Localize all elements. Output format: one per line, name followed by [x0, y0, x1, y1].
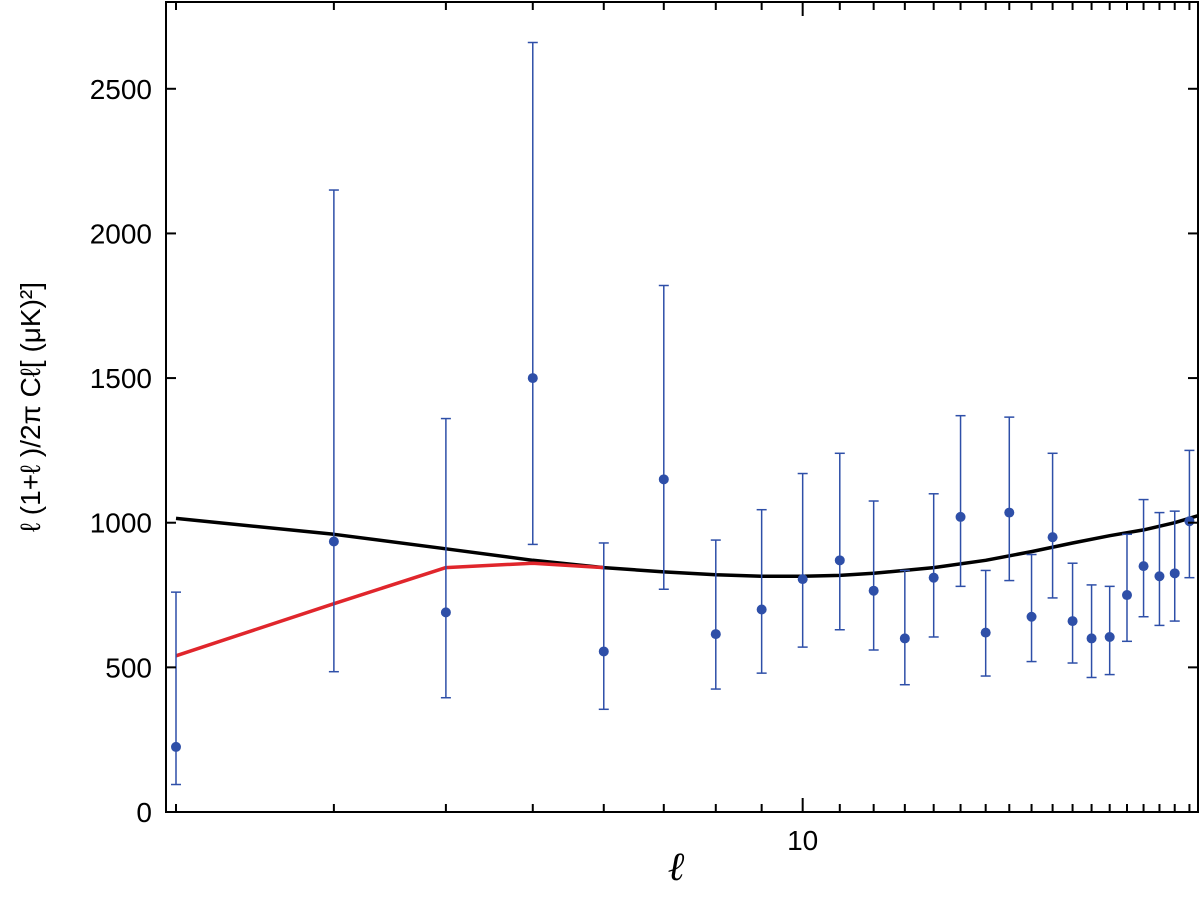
data-point	[1086, 633, 1097, 644]
data-point-group	[756, 508, 767, 674]
data-point	[756, 604, 767, 615]
data-point	[955, 511, 966, 522]
series-group	[171, 41, 1198, 786]
data-point	[1067, 616, 1078, 627]
y-tick-label: 0	[136, 797, 152, 828]
data-point-group	[928, 493, 939, 638]
data-point	[928, 572, 939, 583]
data-point-group	[1047, 452, 1058, 599]
data-point-group	[1169, 510, 1180, 622]
data-point-group	[834, 452, 845, 631]
y-tick-label: 1500	[90, 363, 152, 394]
data-point-group	[658, 284, 669, 590]
data-point	[834, 555, 845, 566]
data-point	[899, 633, 910, 644]
data-point-group	[1067, 562, 1078, 664]
data-point-group	[1184, 449, 1195, 579]
data-point	[1184, 516, 1195, 527]
data-point	[658, 474, 669, 485]
data-point	[868, 585, 879, 596]
data-point-group	[1086, 584, 1097, 679]
data-point-group	[1104, 585, 1115, 676]
x-axis-title: ℓ	[668, 844, 685, 889]
data-point-group	[1004, 416, 1015, 582]
y-axis-title: ℓ (1+ℓ )/2π Cℓ[ (μK)²]	[15, 282, 46, 532]
data-point-group	[955, 414, 966, 588]
data-point	[440, 607, 451, 618]
data-point	[1138, 561, 1149, 572]
data-point	[980, 627, 991, 638]
x-tick-label: 10	[787, 825, 818, 856]
data-point-group	[899, 569, 910, 686]
y-tick-label: 2000	[90, 218, 152, 249]
data-point-group	[1154, 511, 1165, 627]
data-point	[1104, 631, 1115, 642]
data-point-group	[171, 591, 181, 786]
data-point	[527, 373, 538, 384]
data-point-group	[980, 569, 991, 677]
plot-frame	[165, 1, 1199, 813]
data-point	[1026, 611, 1037, 622]
data-point	[598, 646, 609, 657]
data-point	[1047, 532, 1058, 543]
y-axis-title-text: ℓ (1+ℓ )/2π Cℓ[ (μK)²]	[15, 282, 46, 532]
data-point-group	[710, 539, 721, 690]
data-point	[171, 741, 181, 752]
model-curve-red	[175, 561, 604, 658]
data-point-group	[868, 500, 879, 651]
data-point-group	[1026, 553, 1037, 663]
data-point	[328, 536, 339, 547]
y-tick-label: 1000	[90, 508, 152, 539]
data-point-group	[1138, 498, 1149, 618]
data-point	[710, 629, 721, 640]
data-point	[1004, 507, 1015, 518]
data-point-group	[1121, 533, 1132, 643]
data-point-group	[440, 417, 451, 699]
data-point	[797, 574, 808, 585]
y-tick-label: 500	[105, 652, 152, 683]
data-point	[1121, 590, 1132, 601]
data-point-group	[797, 472, 808, 648]
y-tick-label: 2500	[90, 74, 152, 105]
data-point	[1154, 571, 1165, 582]
data-point-group	[598, 542, 609, 711]
axes: 0 500 1000 1500 2000 2500 10	[90, 2, 1198, 856]
data-point-group	[527, 41, 538, 546]
plot-area	[171, 41, 1198, 786]
data-point-group	[328, 189, 339, 673]
model-curve-black	[175, 513, 1198, 578]
data-point	[1169, 568, 1180, 579]
